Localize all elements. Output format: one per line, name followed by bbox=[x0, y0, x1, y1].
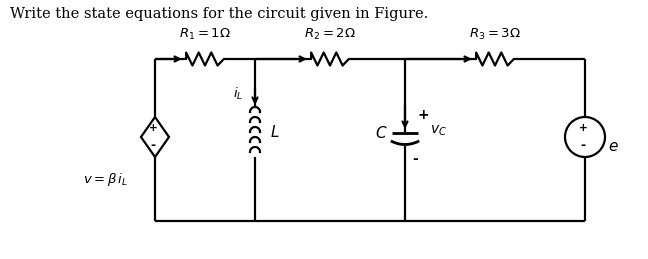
Text: +: + bbox=[579, 123, 587, 133]
Text: -: - bbox=[150, 140, 156, 153]
Text: $v{=}\beta\,i_L$: $v{=}\beta\,i_L$ bbox=[82, 170, 128, 188]
Text: $L$: $L$ bbox=[270, 124, 280, 140]
Text: $C$: $C$ bbox=[375, 125, 388, 141]
Text: $R_2{=}2\Omega$: $R_2{=}2\Omega$ bbox=[304, 27, 356, 42]
Text: $R_3{=}3\Omega$: $R_3{=}3\Omega$ bbox=[469, 27, 521, 42]
Text: +: + bbox=[148, 123, 157, 133]
Text: +: + bbox=[417, 108, 429, 122]
Text: $i_L$: $i_L$ bbox=[233, 86, 243, 102]
Text: $R_1{=}1\Omega$: $R_1{=}1\Omega$ bbox=[179, 27, 231, 42]
Text: $e$: $e$ bbox=[608, 140, 618, 154]
Text: -: - bbox=[581, 140, 586, 153]
Text: Write the state equations for the circuit given in Figure.: Write the state equations for the circui… bbox=[10, 7, 428, 21]
Text: $v_C$: $v_C$ bbox=[430, 124, 446, 138]
Text: -: - bbox=[412, 152, 418, 166]
